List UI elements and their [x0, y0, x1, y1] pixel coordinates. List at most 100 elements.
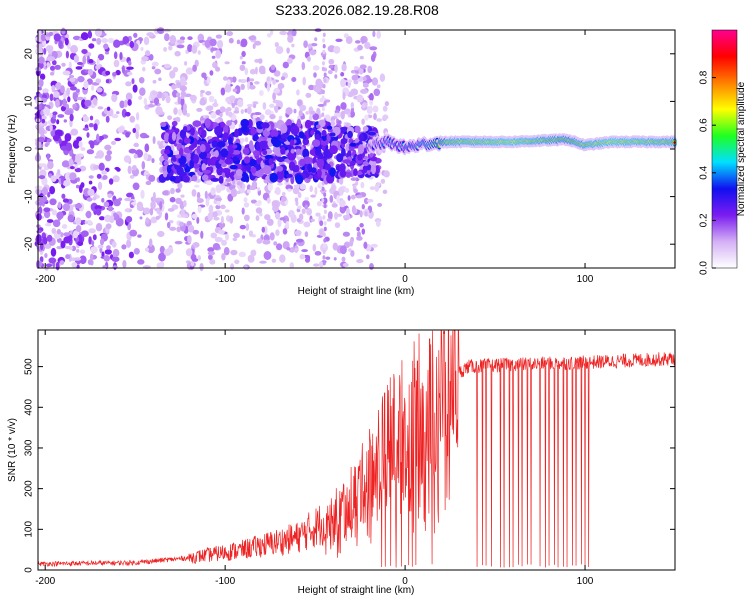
heatmap-cell	[185, 67, 194, 75]
heatmap-cell	[96, 173, 102, 179]
heatmap-cell	[65, 50, 70, 59]
heatmap-cell	[69, 172, 77, 181]
heatmap-cell	[182, 214, 189, 218]
heatmap-cell	[347, 79, 353, 84]
heatmap-cell	[327, 70, 333, 75]
heatmap-cell	[62, 198, 69, 203]
heatmap-cell	[156, 27, 165, 34]
heatmap-y-ticks: -20 -10 0 10 20	[24, 48, 675, 251]
heatmap-cell	[115, 69, 121, 76]
heatmap-cell	[320, 139, 329, 146]
heatmap-cell	[376, 182, 381, 187]
heatmap-cell	[362, 161, 369, 167]
heatmap-cell	[369, 46, 378, 51]
heatmap-cell	[357, 154, 363, 161]
heatmap-cell	[285, 107, 293, 115]
heatmap-cell	[307, 163, 313, 173]
heatmap-cell	[321, 186, 325, 192]
heatmap-cell	[347, 130, 353, 139]
heatmap-cell	[61, 224, 68, 229]
heatmap-cell	[46, 62, 51, 68]
heatmap-cell	[43, 207, 51, 213]
heatmap-cell	[323, 226, 327, 232]
heatmap-cell	[340, 102, 347, 110]
heatmap-cell	[205, 197, 210, 207]
heatmap-cell	[127, 99, 132, 106]
x-tick-label: -100	[215, 274, 235, 285]
heatmap-cell	[89, 115, 94, 121]
heatmap-cell	[231, 102, 236, 107]
heatmap-cell	[36, 213, 42, 221]
heatmap-cell	[273, 87, 281, 94]
heatmap-cell	[358, 133, 365, 142]
heatmap-cell	[370, 54, 376, 62]
heatmap-cell	[328, 64, 334, 69]
heatmap-cell	[222, 76, 228, 81]
heatmap-cell	[164, 33, 170, 42]
heatmap-cell	[364, 114, 369, 121]
heatmap-cell	[113, 212, 118, 218]
heatmap-cell	[191, 174, 198, 182]
heatmap-cell	[230, 249, 238, 256]
heatmap-cell	[376, 30, 382, 39]
heatmap-cell	[315, 124, 321, 129]
heatmap-cell	[199, 262, 204, 272]
colorbar-tick-label: 0.6	[699, 118, 710, 132]
heatmap-cell	[38, 44, 42, 53]
heatmap-cell	[51, 209, 58, 216]
heatmap-cell	[180, 95, 185, 100]
heatmap-cell	[200, 230, 204, 239]
heatmap-cell	[349, 238, 354, 247]
heatmap-cell	[96, 87, 103, 93]
heatmap-cell	[322, 44, 326, 49]
heatmap-cell	[271, 258, 277, 263]
heatmap-cell	[314, 85, 321, 93]
heatmap-cell	[169, 70, 176, 79]
heatmap-cell	[70, 45, 78, 54]
heatmap-cell	[202, 169, 212, 174]
heatmap-cell	[211, 211, 218, 218]
heatmap-cell	[125, 131, 130, 138]
heatmap-cell	[56, 228, 61, 235]
heatmap-cell	[323, 101, 327, 106]
heatmap-cell	[108, 205, 113, 212]
heatmap-cell	[58, 137, 62, 145]
heatmap-cell	[274, 211, 281, 220]
heatmap-cell	[252, 114, 258, 119]
heatmap-cell	[220, 148, 229, 158]
heatmap-cell	[179, 221, 184, 227]
heatmap-cell	[169, 197, 176, 203]
colorbar-ticks: 0.0 0.2 0.4 0.6 0.8	[699, 70, 716, 275]
heatmap-cell	[131, 78, 135, 85]
heatmap-cell	[128, 148, 137, 154]
heatmap-cell	[289, 262, 295, 269]
heatmap-cell	[80, 32, 89, 41]
heatmap-cell	[363, 197, 369, 205]
heatmap-cell	[235, 169, 243, 177]
heatmap-cell	[162, 163, 167, 173]
heatmap-cell	[177, 182, 183, 189]
heatmap-cell	[309, 185, 313, 193]
heatmap-cell	[322, 38, 326, 43]
heatmap-cell	[254, 81, 260, 85]
heatmap-cell	[151, 61, 159, 67]
heatmap-cell	[310, 43, 318, 47]
heatmap-cell	[80, 182, 85, 188]
heatmap-cell	[312, 113, 320, 121]
heatmap-cell	[38, 78, 44, 88]
heatmap-cell	[370, 156, 378, 162]
heatmap-cell	[199, 92, 204, 98]
heatmap-cell	[75, 184, 80, 189]
heatmap-cell	[199, 144, 206, 153]
heatmap-cell	[51, 227, 57, 234]
heatmap-cell	[41, 115, 47, 121]
heatmap-cell	[313, 72, 317, 78]
heatmap-cell	[98, 162, 105, 171]
heatmap-cell	[344, 188, 350, 193]
heatmap-cell	[82, 127, 90, 131]
heatmap-cell	[128, 251, 134, 259]
heatmap-cell	[152, 191, 156, 201]
heatmap-cell	[339, 199, 346, 208]
heatmap-cell	[111, 113, 119, 119]
heatmap-cell	[355, 194, 363, 199]
